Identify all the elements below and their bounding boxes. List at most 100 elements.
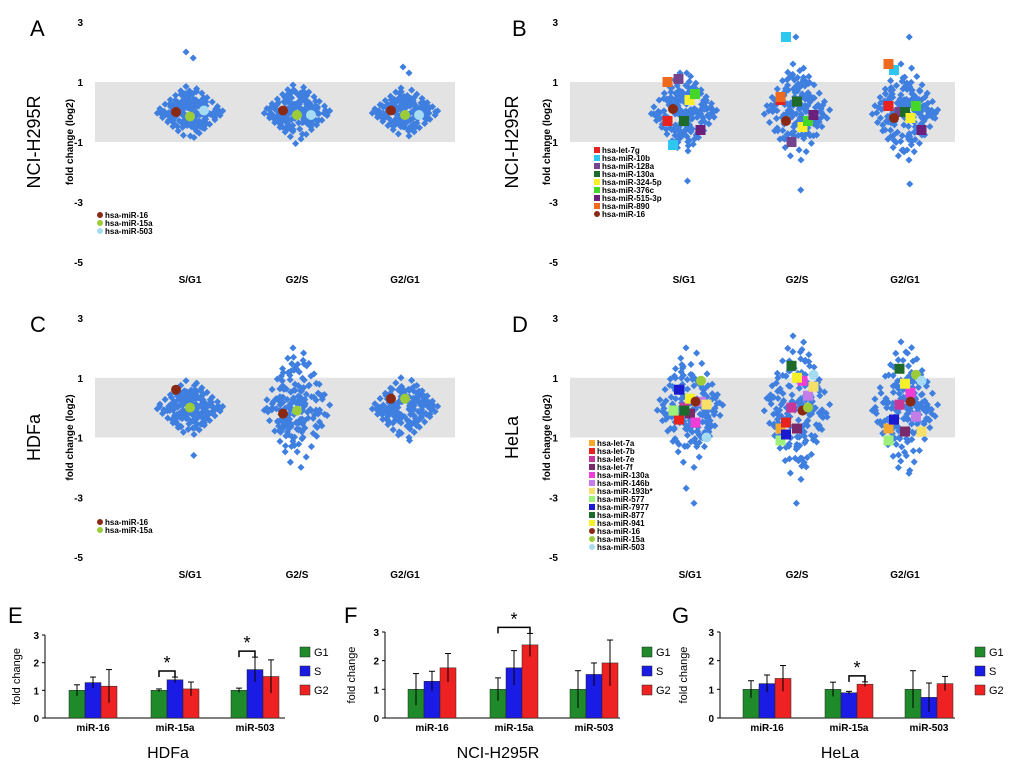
background-point	[784, 131, 792, 139]
background-point	[795, 84, 803, 92]
background-point	[882, 394, 890, 402]
background-point	[280, 420, 288, 428]
background-point	[647, 110, 655, 118]
background-point	[796, 454, 805, 462]
outlier-point	[189, 54, 197, 62]
outlier-point	[683, 69, 691, 77]
panel-b: B NCI-H295R fold change (log2) 3 1 -1 -3 -5 S/G1…	[502, 16, 955, 286]
background-point	[389, 126, 397, 134]
y-tick-label: 0	[708, 714, 714, 725]
background-point	[706, 417, 714, 425]
legend-marker	[97, 212, 103, 218]
background-point	[268, 385, 276, 393]
background-point	[289, 121, 297, 130]
background-point	[373, 410, 382, 418]
background-point	[688, 115, 696, 123]
point-hsa-mir-16	[905, 396, 916, 407]
background-point	[662, 411, 670, 420]
x-category-label: miR-503	[236, 723, 275, 734]
background-point	[890, 131, 898, 139]
panel-label: B	[512, 16, 527, 41]
background-point	[428, 103, 437, 111]
outlier-point	[190, 451, 198, 459]
legend-label: hsa-miR-16	[602, 210, 646, 219]
bar-s	[840, 692, 858, 719]
background-point	[299, 356, 307, 364]
background-point	[318, 116, 326, 124]
background-point	[894, 423, 902, 431]
point-hsa-mir-128a	[673, 74, 684, 84]
background-point	[894, 152, 902, 160]
x-category-label: G2/S	[286, 275, 309, 286]
background-point	[689, 140, 697, 148]
background-point	[698, 104, 707, 112]
background-point	[169, 419, 177, 427]
background-point	[791, 88, 799, 96]
legend-label: S	[656, 666, 663, 678]
background-point	[800, 338, 808, 346]
background-point	[681, 425, 690, 433]
background-point	[802, 463, 810, 471]
background-point	[915, 139, 923, 147]
background-point	[674, 448, 682, 456]
background-point	[664, 427, 672, 435]
y-tick-label: -1	[74, 138, 83, 149]
y-tick-label: -3	[549, 493, 558, 504]
background-point	[418, 100, 426, 108]
background-point	[315, 380, 323, 388]
background-point	[897, 60, 905, 68]
background-point	[379, 410, 387, 418]
legend-label: hsa-miR-503	[597, 543, 645, 552]
y-tick-label: 3	[552, 18, 558, 29]
panel-label: E	[8, 603, 23, 628]
point-hsa-mir-16	[171, 384, 181, 395]
y-axis-label: fold change (log2)	[65, 99, 76, 185]
background-point	[182, 82, 190, 91]
point-hsa-mir-146b	[803, 390, 813, 401]
significance-star: *	[853, 658, 860, 678]
background-point	[800, 64, 808, 72]
panel-d: D HeLa fold change (log2) 3 1 -1 -3 -5 S/G1 G2/S G…	[502, 312, 955, 581]
background-point	[707, 99, 716, 108]
point-hsa-mir-15a	[185, 111, 195, 122]
background-point	[318, 422, 326, 430]
row-label: HDFa	[24, 413, 44, 461]
background-point	[925, 416, 934, 424]
background-point	[158, 114, 167, 122]
background-point	[166, 391, 174, 399]
background-point	[819, 408, 827, 416]
background-point	[373, 113, 382, 121]
background-point	[377, 403, 385, 411]
background-point	[169, 122, 177, 130]
background-point	[899, 85, 907, 93]
background-point	[786, 152, 794, 160]
background-point	[703, 423, 711, 431]
background-point	[310, 93, 318, 101]
background-point	[298, 415, 306, 423]
background-point	[698, 385, 706, 393]
background-point	[263, 396, 271, 404]
legend-marker	[589, 512, 595, 518]
background-point	[412, 398, 420, 406]
x-category-label: G2/G1	[890, 570, 920, 581]
legend-label: hsa-miR-577	[597, 495, 645, 504]
legend-marker	[594, 171, 600, 177]
background-point	[882, 400, 890, 408]
background-point	[287, 367, 295, 375]
background-point	[811, 404, 819, 412]
background-point	[796, 442, 804, 450]
x-category-label: miR-16	[415, 723, 449, 734]
legend-label: hsa-miR-324-5p	[602, 178, 662, 187]
background-point	[379, 415, 387, 423]
background-point	[179, 131, 187, 139]
legend-label: hsa-miR-15a	[105, 526, 153, 535]
background-point	[410, 128, 418, 136]
background-point	[895, 390, 903, 398]
background-point	[285, 401, 293, 409]
background-point	[789, 60, 797, 68]
legend-label: hsa-miR-877	[597, 511, 645, 520]
background-point	[687, 360, 695, 368]
x-category-label: miR-15a	[830, 723, 869, 734]
background-point	[779, 389, 787, 398]
background-point	[397, 374, 405, 382]
